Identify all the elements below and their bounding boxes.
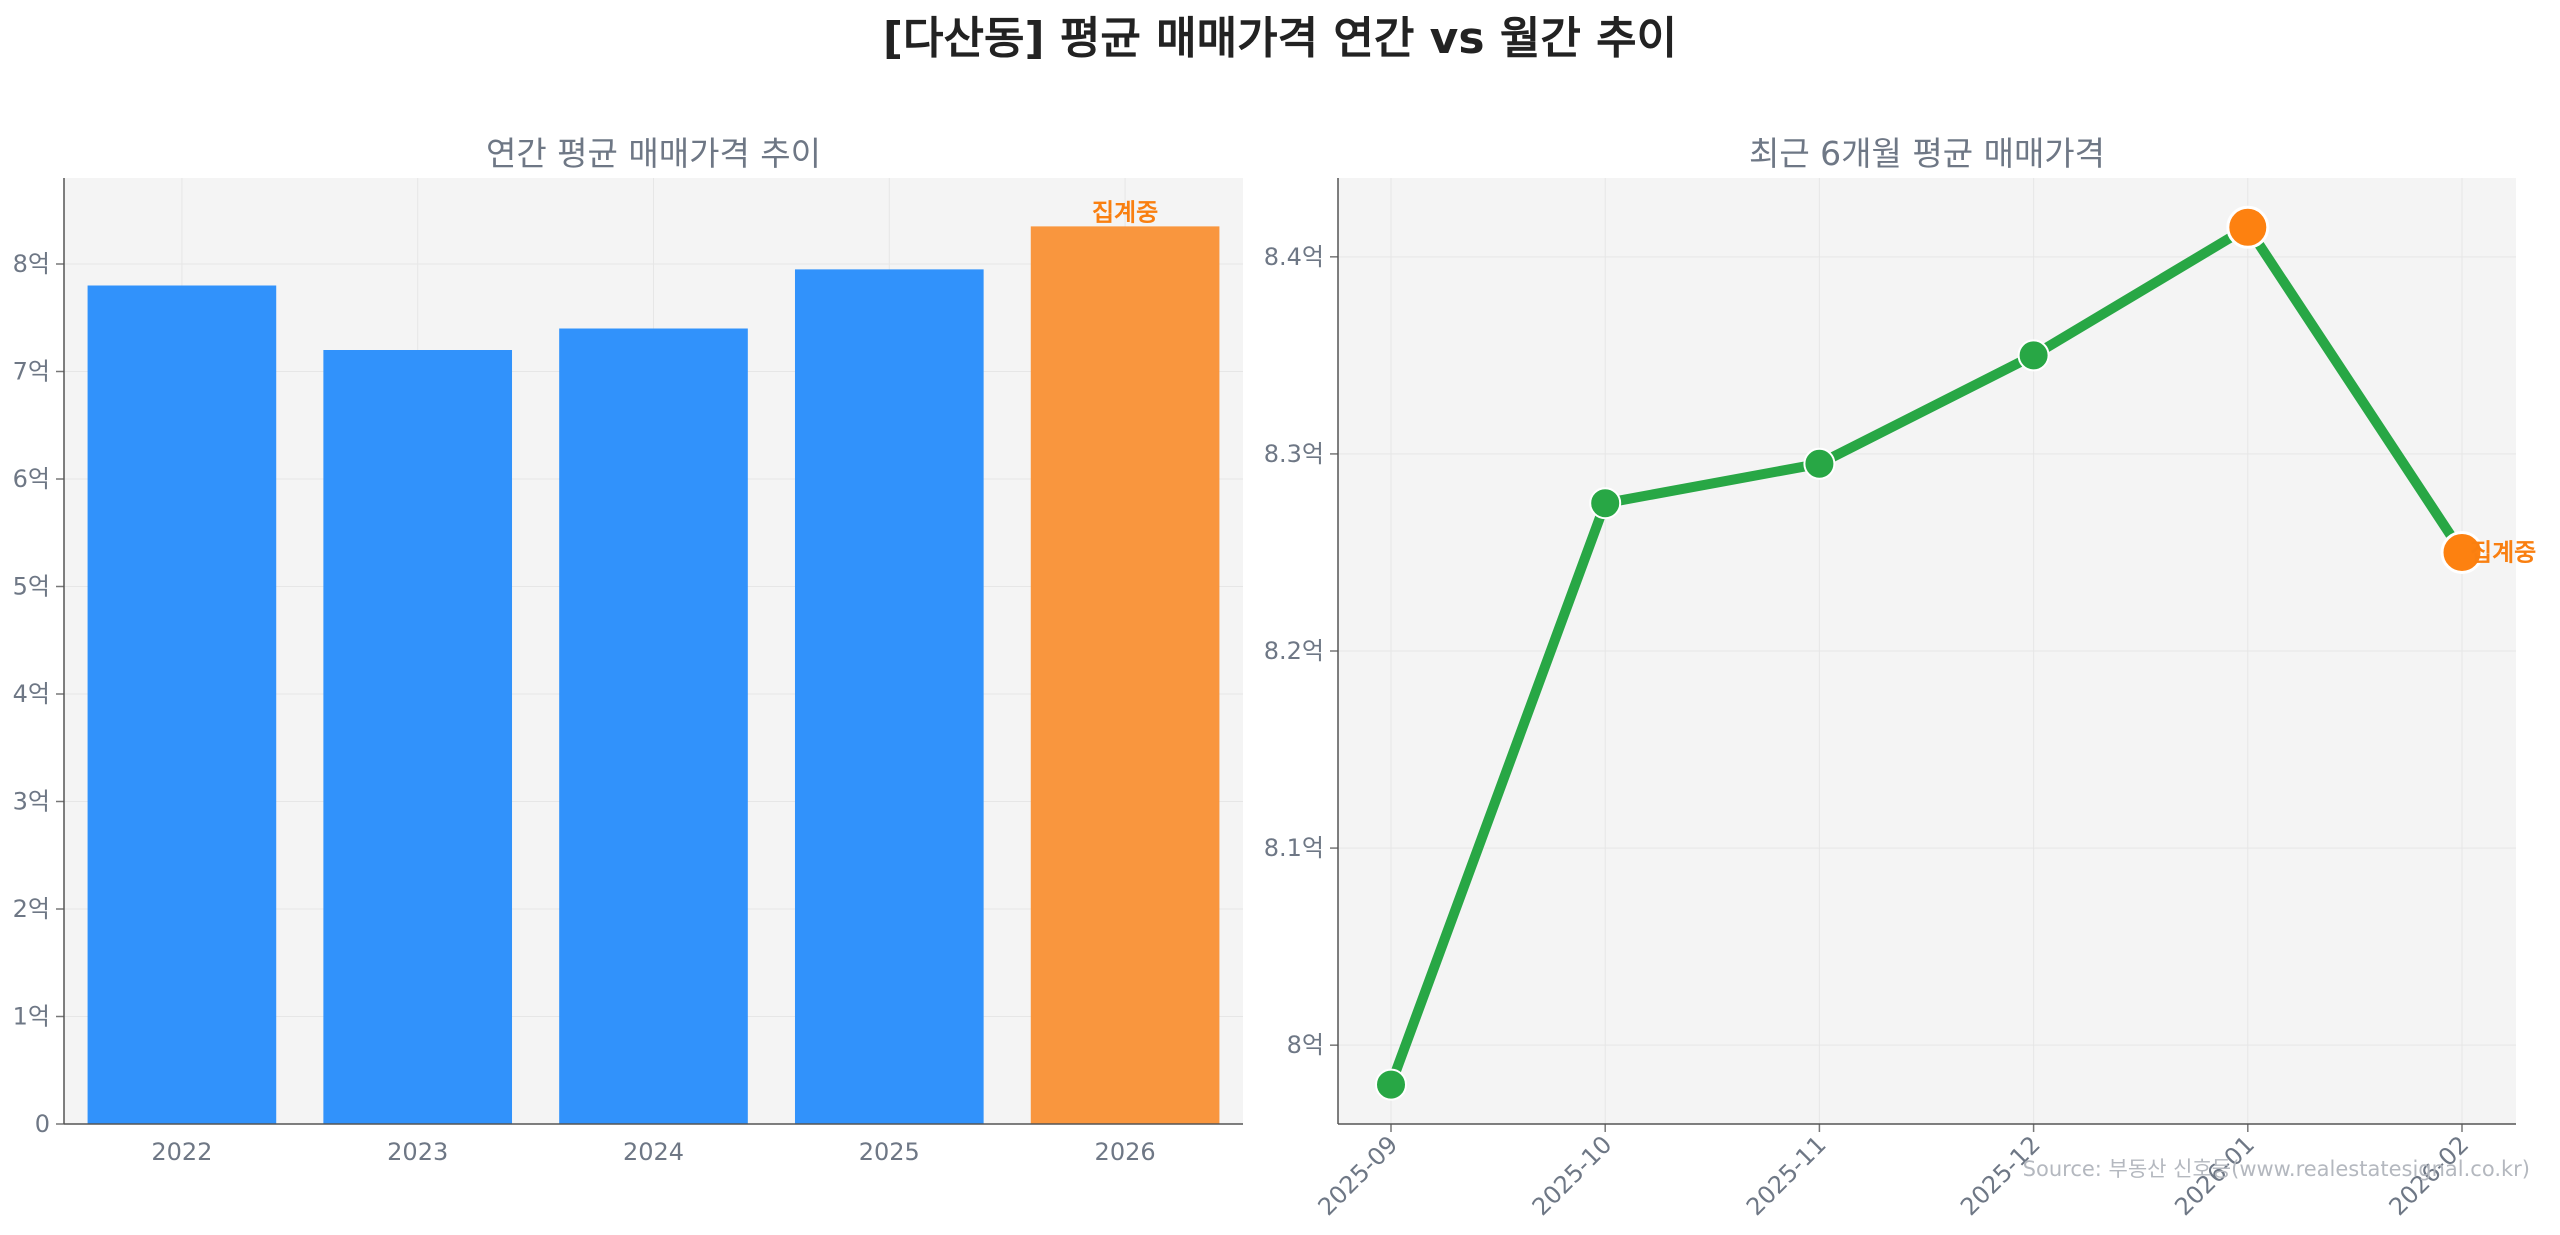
- data-point-2025-10: [1589, 487, 1622, 520]
- bar-2025: [794, 269, 984, 1124]
- x-tick-label: 2025-10: [1527, 1130, 1618, 1221]
- x-tick-label: 2025-09: [1313, 1130, 1404, 1221]
- panel-title: 연간 평균 매매가격 추이: [486, 134, 821, 173]
- annual-price-bar-chart: 2022 2023 2024 2025 2026 집계중 0 1억 2억 3억 4억 5억 6억 7억 8억…: [13, 134, 1243, 1166]
- bar-2022: [87, 285, 277, 1124]
- y-tick-label: 1억: [13, 1003, 50, 1031]
- x-tick-label: 2026: [1095, 1138, 1156, 1166]
- bar-2023: [323, 350, 513, 1124]
- bar-2026: [1030, 226, 1220, 1124]
- point-status-label: 집계중: [2470, 538, 2536, 566]
- x-tick-label: 2025-11: [1741, 1130, 1832, 1221]
- y-tick-label: 3억: [13, 788, 50, 816]
- x-tick-label: 2023: [387, 1138, 448, 1166]
- x-tick-label: 2022: [151, 1138, 212, 1166]
- y-tick-label: 8억: [13, 250, 50, 278]
- data-point-2025-11: [1803, 447, 1836, 480]
- data-point-2025-09: [1375, 1068, 1407, 1101]
- bar-2024: [559, 328, 748, 1124]
- y-tick-label: 8.1억: [1264, 834, 1324, 862]
- source-credit: Source: 부동산 신호등(www.realestatesignal.co.…: [2023, 1157, 2530, 1181]
- y-tick-label: 2억: [13, 895, 50, 923]
- x-tick-label: 2024: [623, 1138, 684, 1166]
- y-tick-label: 6억: [13, 465, 50, 493]
- y-tick-label: 5억: [13, 573, 50, 601]
- data-point-2026-02: [2440, 530, 2484, 574]
- data-point-2026-01: [2226, 205, 2270, 249]
- y-tick-label: 8.4억: [1264, 243, 1324, 271]
- y-tick-label: 0: [35, 1110, 50, 1138]
- panel-title: 최근 6개월 평균 매매가격: [1749, 134, 2105, 173]
- x-tick-label: 2025: [859, 1138, 920, 1166]
- y-tick-label: 8.3억: [1264, 440, 1324, 468]
- monthly-price-line-chart: 집계중 8억 8.1억 8.2억 8.3억 8.4억 2025-09 2025-10 2025-…: [1264, 134, 2537, 1221]
- data-point-2025-12: [2017, 339, 2050, 372]
- chart-main-title: [다산동] 평균 매매가격 연간 vs 월간 추이: [882, 13, 1678, 64]
- y-tick-label: 8억: [1287, 1031, 1324, 1059]
- y-tick-label: 7억: [13, 358, 50, 386]
- y-tick-label: 8.2억: [1264, 637, 1324, 665]
- bar-status-label: 집계중: [1092, 198, 1158, 226]
- series-line: [1386, 222, 2467, 1090]
- y-tick-label: 4억: [13, 680, 50, 708]
